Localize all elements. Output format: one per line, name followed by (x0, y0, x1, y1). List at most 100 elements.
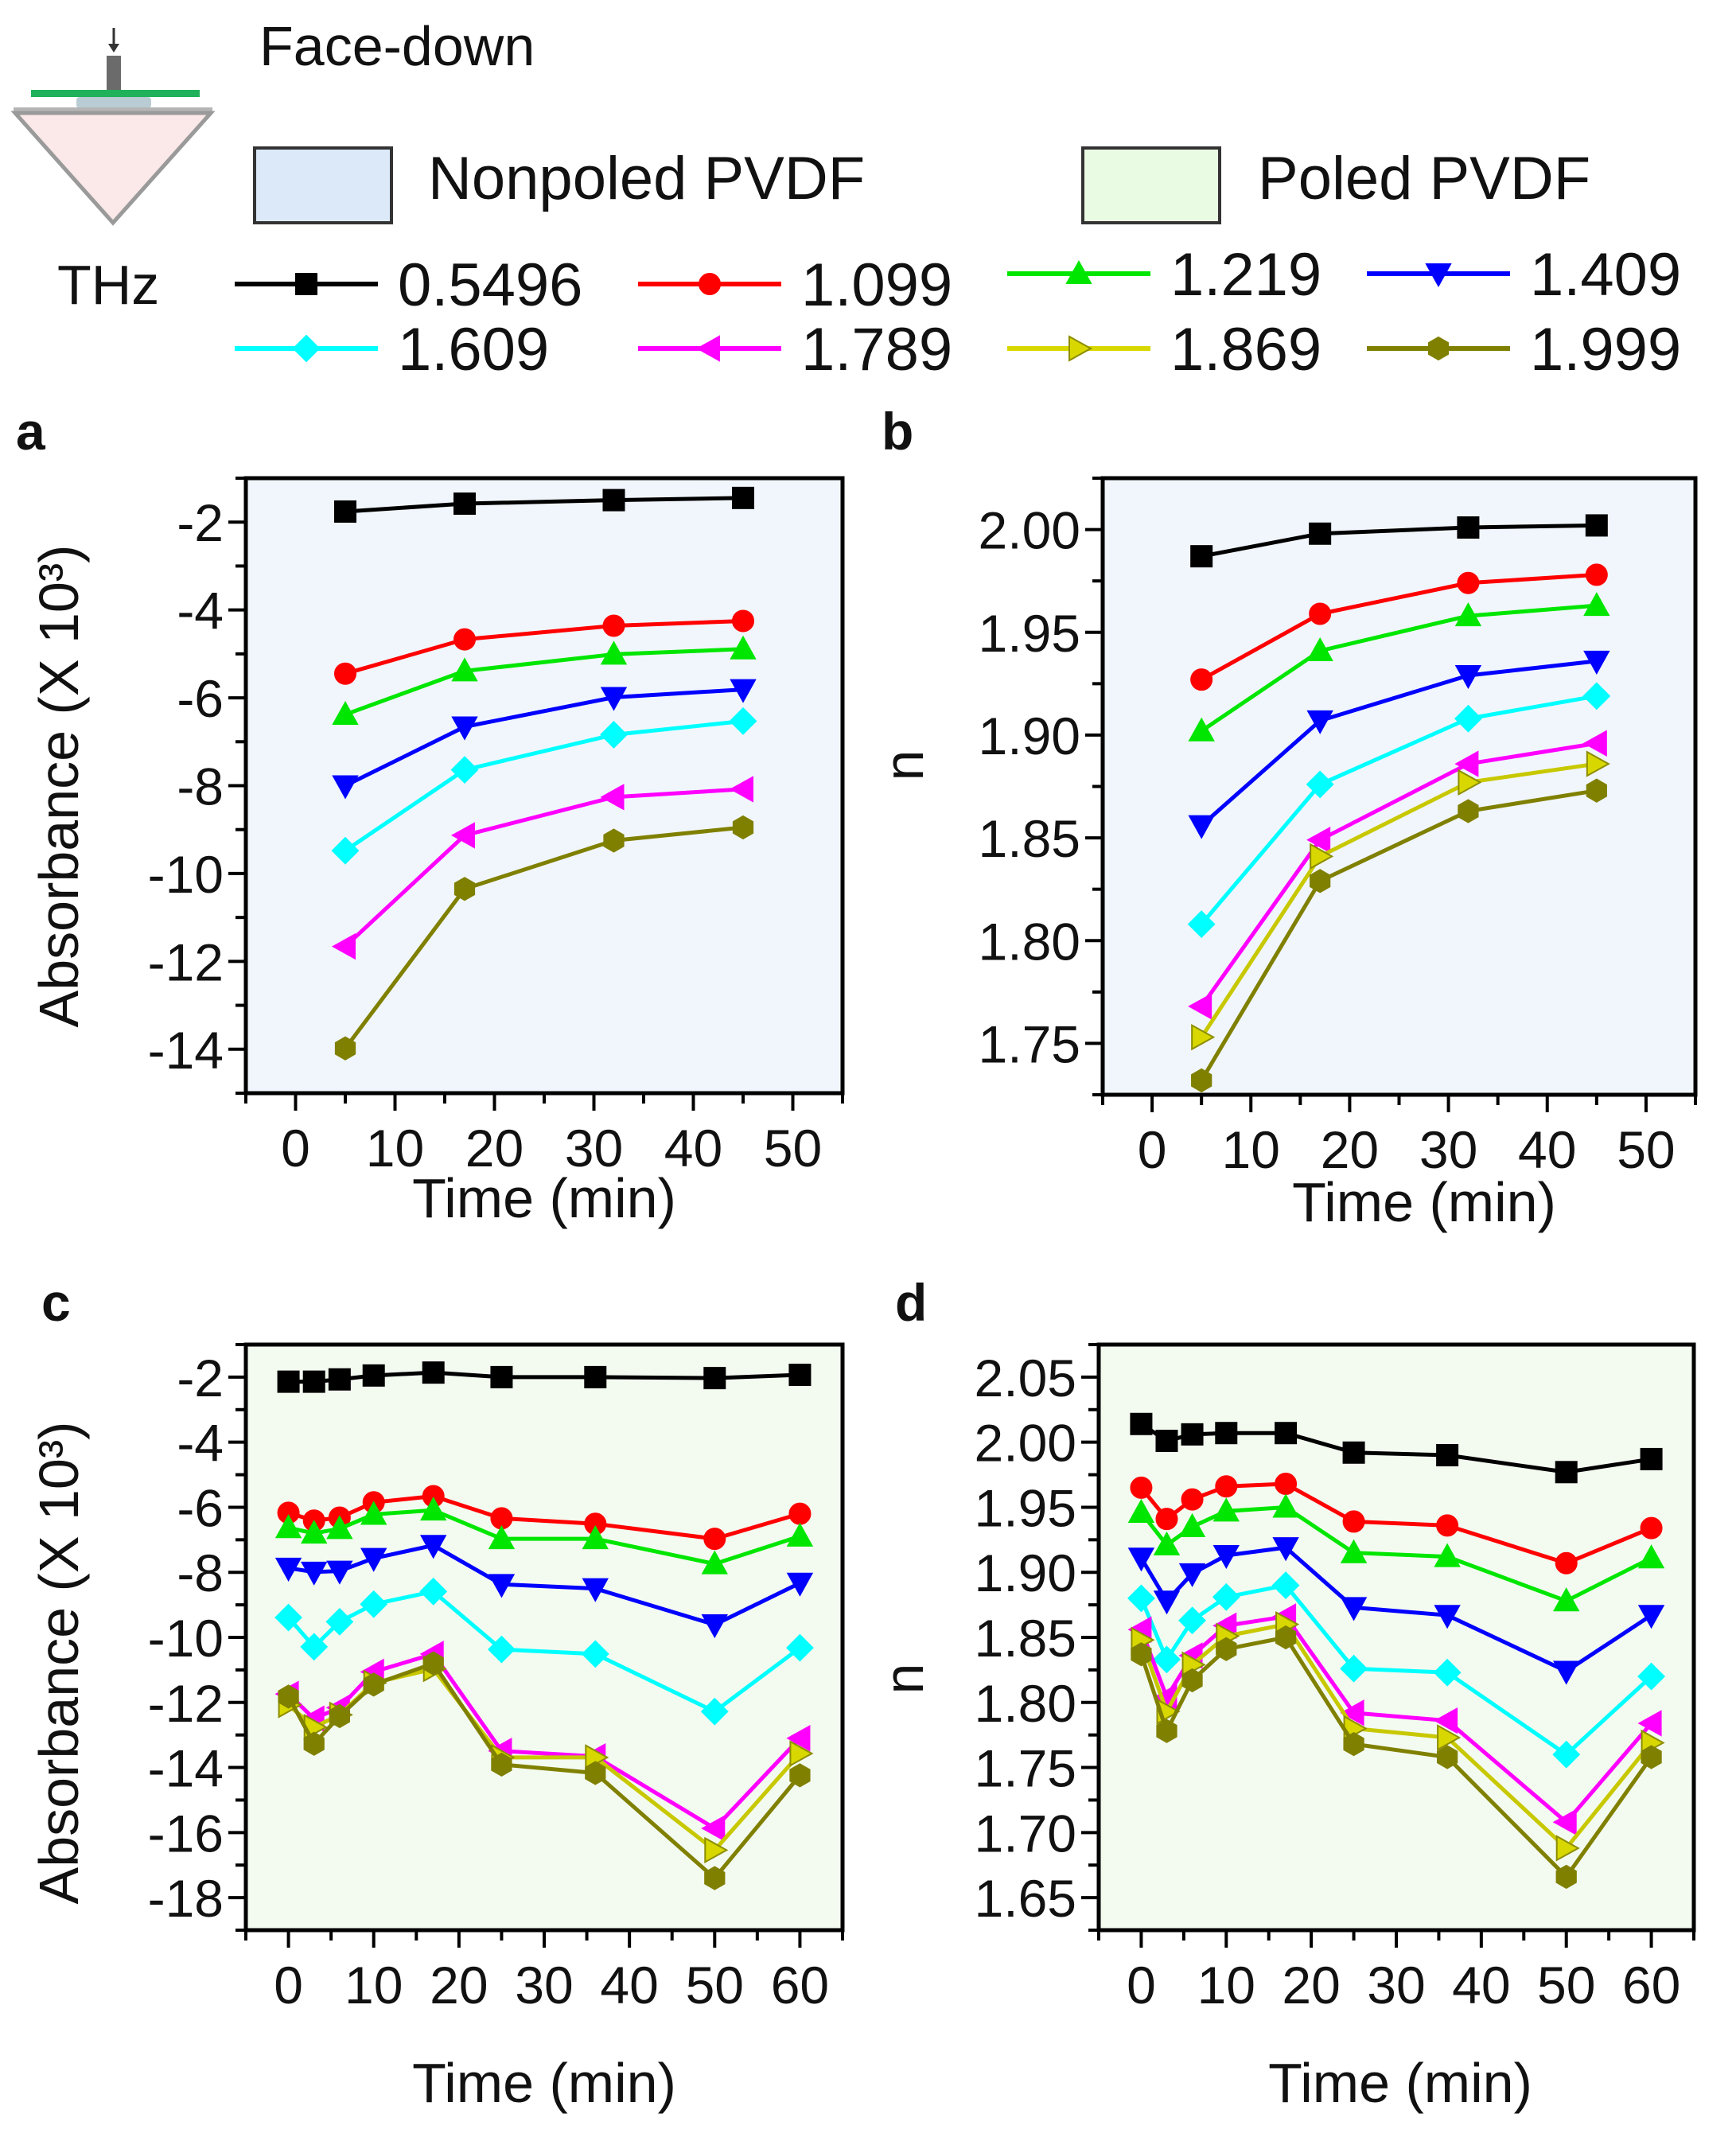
data-point (704, 1836, 729, 1864)
series-1.099 (277, 1485, 812, 1551)
data-point (1178, 1512, 1206, 1537)
legend-entry: 0.5496 (235, 251, 582, 319)
series-line (1200, 788, 1598, 1082)
series-1.409 (1127, 1537, 1665, 1685)
series-1.409 (1188, 650, 1610, 839)
x-tick-label: 20 (1321, 1120, 1379, 1179)
x-tick-label: 50 (764, 1119, 822, 1178)
data-point (1156, 1719, 1177, 1743)
series-1.219 (332, 635, 757, 726)
data-point (1641, 1745, 1662, 1769)
data-point (1187, 910, 1216, 938)
data-point (451, 657, 478, 682)
data-point (701, 1614, 728, 1639)
data-point (1306, 636, 1333, 661)
plot-area (246, 1345, 843, 1930)
data-point (1342, 1441, 1365, 1464)
legend-marker-diamond-icon (292, 334, 321, 363)
nonpoled-swatch (253, 146, 393, 224)
data-point (334, 1036, 356, 1061)
y-tick-label: -4 (177, 1414, 224, 1473)
y-axis-title: n (873, 1664, 935, 1695)
data-point (1433, 1658, 1462, 1687)
data-point (1637, 1710, 1662, 1737)
data-point (1178, 1606, 1206, 1635)
data-point (420, 1497, 447, 1521)
probe-rod (107, 56, 121, 92)
poled-label: Poled PVDF (1258, 145, 1590, 212)
y-tick-label: 1.90 (975, 1543, 1076, 1602)
face-down-label: Face-down (259, 15, 535, 77)
data-point (603, 828, 625, 853)
data-point (332, 775, 359, 800)
data-point (1309, 522, 1332, 545)
data-point (1637, 1662, 1665, 1691)
data-point (732, 815, 754, 840)
data-point (453, 877, 476, 901)
data-point (1188, 993, 1212, 1020)
series-1.999 (334, 815, 754, 1061)
data-point (1586, 750, 1610, 777)
x-tick-label: 10 (1222, 1120, 1280, 1179)
data-point (363, 1672, 384, 1697)
legend-marker-triangle-up-icon (1065, 259, 1092, 284)
x-tick-label: 20 (465, 1119, 524, 1178)
series-1.609 (1127, 1571, 1665, 1769)
series-1.999 (1191, 778, 1607, 1093)
data-point (1457, 571, 1480, 594)
panel-letter: a (16, 402, 46, 461)
data-point (1191, 1068, 1212, 1093)
x-tick-label: 50 (1617, 1120, 1675, 1179)
data-point (600, 640, 628, 665)
data-point (1343, 1731, 1364, 1757)
data-point (786, 1725, 811, 1752)
data-point (729, 776, 753, 803)
prism-icon (10, 111, 216, 226)
y-tick-label: 1.95 (979, 604, 1080, 663)
series-0.5496 (334, 486, 754, 523)
data-point (703, 1528, 726, 1551)
data-point (1181, 1668, 1203, 1693)
data-point (1309, 602, 1332, 625)
y-tick-label: -10 (148, 845, 224, 904)
data-point (1454, 750, 1479, 777)
plot-frame (243, 476, 845, 1096)
data-point (1342, 1510, 1365, 1533)
series-1.869 (1191, 750, 1610, 1051)
data-point (581, 1640, 609, 1668)
data-point (1153, 1645, 1181, 1674)
data-point (732, 486, 754, 509)
data-point (1582, 730, 1607, 757)
legend-label: 1.609 (398, 316, 549, 383)
legend-label: 1.099 (801, 251, 952, 319)
data-point (704, 1866, 726, 1890)
series-1.789 (331, 776, 753, 960)
data-point (1212, 1497, 1240, 1522)
data-point (789, 1763, 811, 1788)
data-point (301, 1561, 328, 1586)
series-line (344, 647, 744, 717)
arrow-head-icon (108, 44, 119, 53)
series-line (343, 825, 744, 1050)
legend-label: 1.219 (1170, 241, 1321, 309)
x-tick-label: 20 (430, 1956, 488, 2014)
data-point (1458, 799, 1479, 823)
data-point (1553, 1660, 1580, 1685)
data-point (422, 1651, 444, 1676)
x-tick-label: 10 (366, 1119, 424, 1178)
x-tick-label: 30 (1419, 1120, 1477, 1179)
data-point (788, 1364, 812, 1387)
legend-marker-square-icon (295, 273, 317, 295)
y-tick-label: -4 (177, 582, 224, 640)
data-point (419, 1577, 448, 1606)
y-tick-label: 2.05 (975, 1349, 1076, 1407)
y-tick-label: 1.75 (975, 1739, 1076, 1798)
data-point (1454, 665, 1482, 690)
data-point (1436, 1444, 1459, 1467)
data-point (701, 1550, 728, 1575)
data-point (1155, 1430, 1178, 1453)
data-point (1640, 1447, 1663, 1470)
y-tick-label: -14 (148, 1021, 224, 1080)
poled-swatch (1081, 146, 1221, 224)
y-tick-label: -8 (177, 757, 224, 816)
